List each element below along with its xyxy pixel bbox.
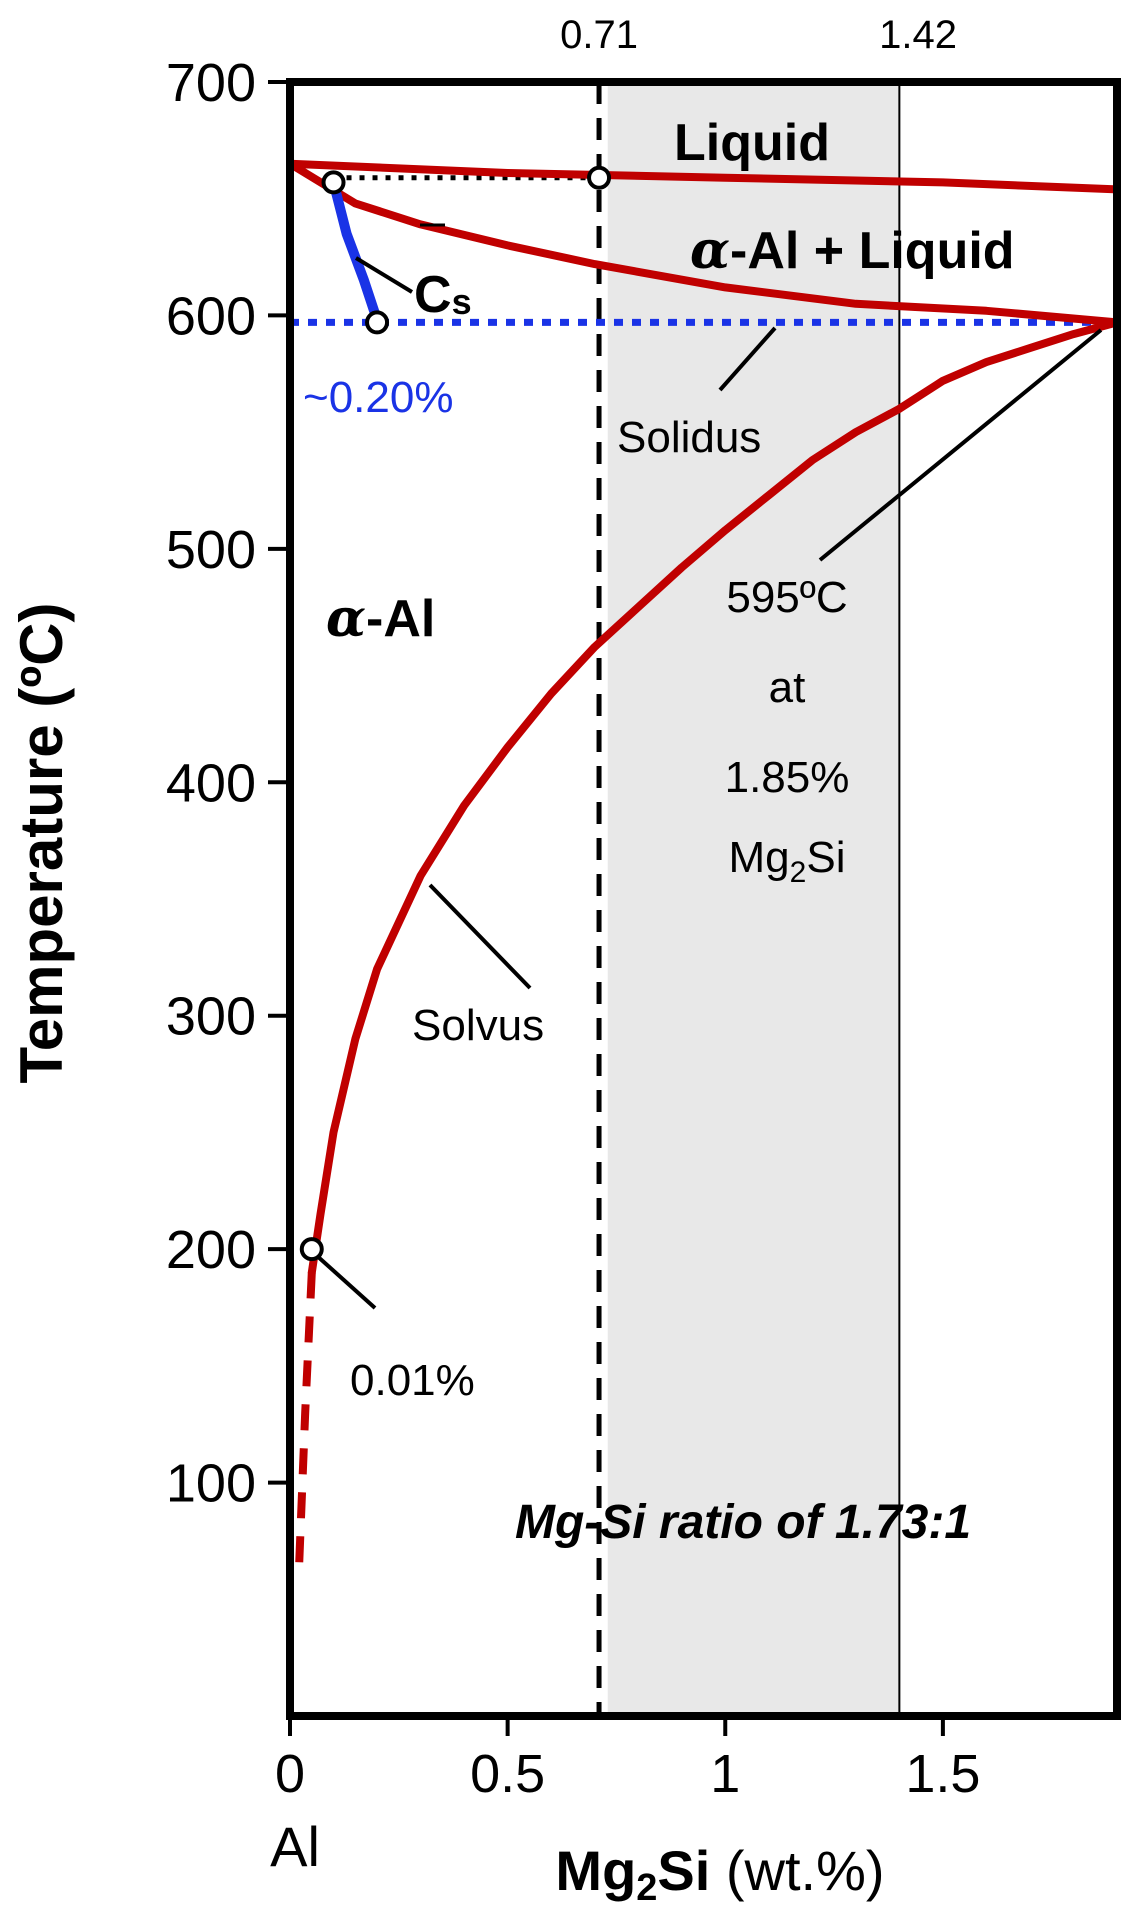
- tick-layer: [268, 80, 945, 1736]
- solvus-curve: [307, 318, 1121, 1277]
- cs-curve: [328, 177, 383, 326]
- solvus-label: Solvus: [412, 1001, 544, 1050]
- data-marker: [587, 165, 612, 190]
- top-tick-labels: 0.71 1.42: [560, 13, 957, 57]
- y-tick-labels: 100 200 300 400 500 600 700: [166, 53, 256, 1514]
- cs-label: Cs: [414, 266, 472, 324]
- top-tick-label: 0.71: [560, 13, 638, 57]
- alpha-al-label: α-Al: [326, 588, 435, 649]
- x-tick-label: 1: [710, 1744, 740, 1804]
- x-tick-label: 0: [275, 1744, 305, 1804]
- leader-lines: [314, 256, 1103, 1310]
- y-tick-label: 200: [166, 1220, 256, 1280]
- x-tick-label: 0.5: [470, 1744, 545, 1804]
- eutectic-line-4: Mg2Si: [729, 833, 846, 889]
- x-origin-label: Al: [270, 1815, 320, 1878]
- x-tick-labels: 0 0.5 1 1.5: [275, 1744, 980, 1804]
- series-layer: [286, 159, 1121, 1577]
- marker-layer: [299, 165, 612, 1262]
- y-tick-label: 100: [166, 1454, 256, 1514]
- solidus-leader-line: [718, 326, 777, 392]
- data-marker: [365, 310, 390, 335]
- data-marker: [299, 1237, 324, 1262]
- ratio-label: Mg-Si ratio of 1.73:1: [515, 1496, 971, 1549]
- eutectic-leader-line: [818, 328, 1103, 562]
- alpha-al-liquid-label: α-Al + Liquid: [690, 220, 1015, 281]
- shaded-region: [607, 82, 900, 1716]
- top-tick-label: 1.42: [879, 13, 957, 57]
- eutectic-line-3: 1.85%: [725, 753, 850, 802]
- solvus-leader-line: [428, 883, 532, 990]
- pct-001-leader-line: [314, 1253, 377, 1310]
- data-marker: [321, 170, 346, 195]
- y-tick-label: 300: [166, 987, 256, 1047]
- solvus-extrapolation-curve: [294, 1272, 316, 1577]
- x-tick-label: 1.5: [905, 1744, 980, 1804]
- liquidus-curve: [286, 159, 1121, 194]
- liquid-label: Liquid: [674, 114, 830, 172]
- eutectic-annotation: 595ºC at 1.85% Mg2Si: [725, 573, 850, 889]
- x-axis-label: Mg2Si (wt.%): [555, 1839, 884, 1909]
- y-tick-label: 400: [166, 753, 256, 813]
- y-tick-label: 600: [166, 286, 256, 346]
- y-axis-label: Temperature (ºC): [8, 603, 75, 1084]
- blue-percent-label: ~0.20%: [303, 373, 453, 422]
- eutectic-line-1: 595ºC: [726, 573, 847, 622]
- y-tick-label: 500: [166, 520, 256, 580]
- y-tick-label: 700: [166, 53, 256, 113]
- cs-leader-line: [354, 256, 414, 294]
- plot-frame: [286, 78, 1121, 1720]
- eutectic-line-2: at: [769, 663, 806, 712]
- pct-001-label: 0.01%: [350, 1356, 475, 1405]
- solidus-curve: [286, 159, 1121, 327]
- solidus-label: Solidus: [617, 413, 761, 462]
